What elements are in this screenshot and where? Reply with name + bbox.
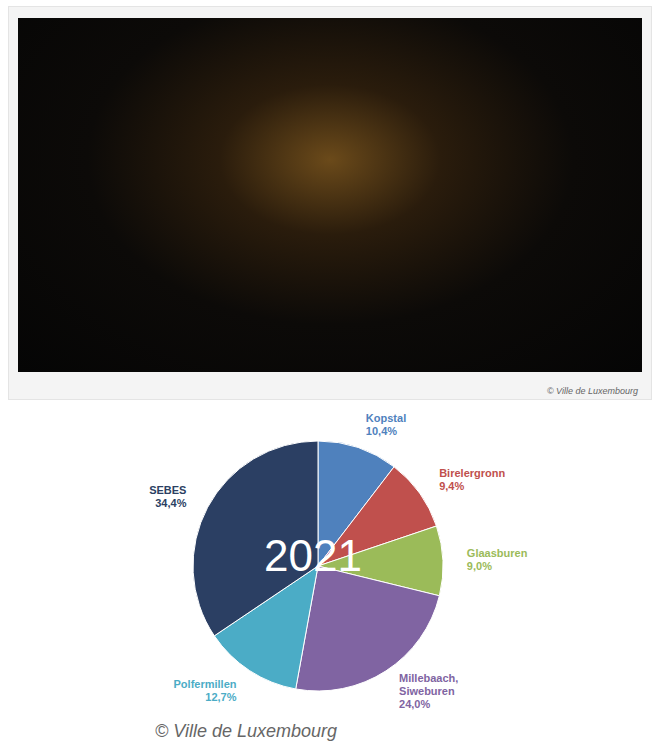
svg-text:Glaasburen9,0%: Glaasburen9,0%: [467, 547, 528, 572]
svg-text:Birelergronn9,4%: Birelergronn9,4%: [439, 467, 505, 492]
svg-text:Millebaach,Siweburen24,0%: Millebaach,Siweburen24,0%: [399, 672, 458, 710]
svg-text:Polfermillen12,7%: Polfermillen12,7%: [174, 678, 237, 703]
svg-text:Kopstal10,4%: Kopstal10,4%: [366, 412, 406, 437]
html-text:© Ville de Luxembourg: © Ville de Luxembourg: [155, 721, 337, 741]
html-text:2021: 2021: [264, 531, 362, 580]
svg-text:SEBES34,4%: SEBES34,4%: [149, 484, 187, 509]
html-text:© Ville de Luxembourg: © Ville de Luxembourg: [547, 386, 638, 396]
